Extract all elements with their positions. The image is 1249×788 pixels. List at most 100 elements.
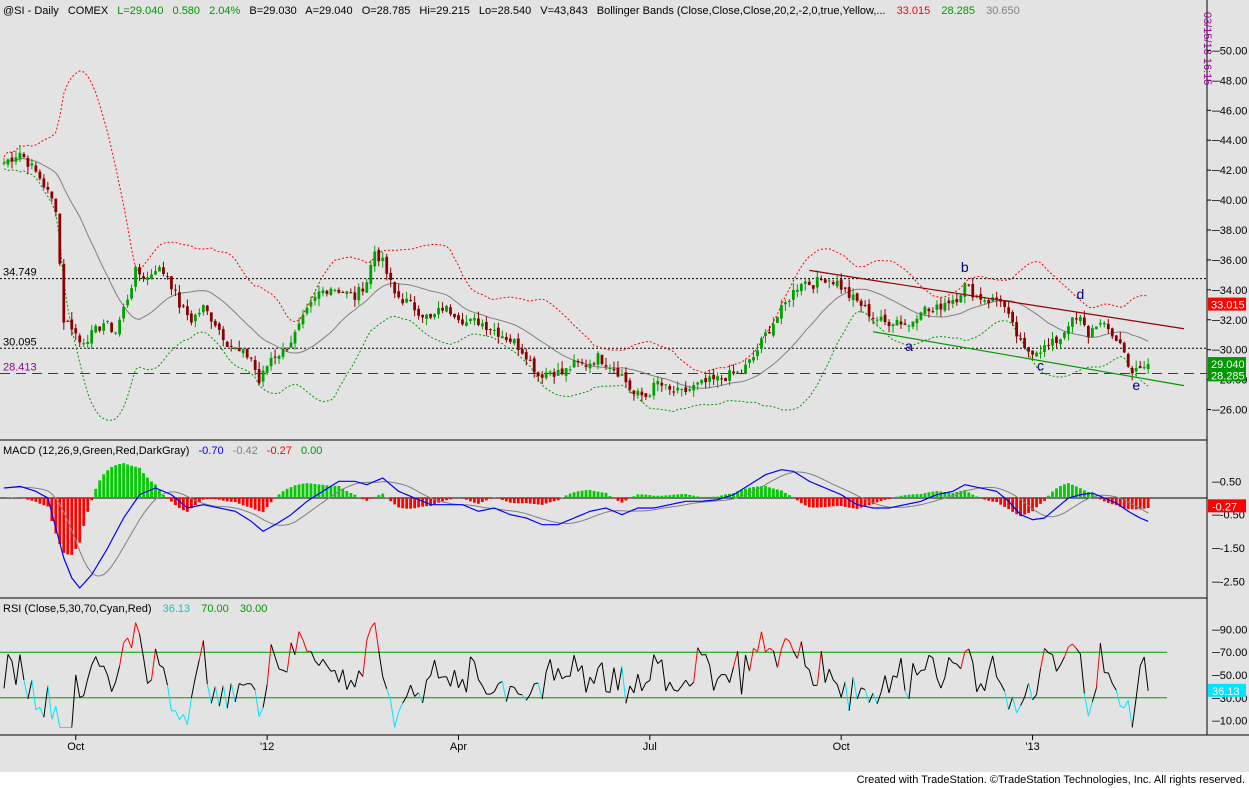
candle-body — [1110, 328, 1114, 337]
rsi-segment — [518, 693, 523, 696]
rsi-segment — [222, 685, 228, 709]
rsi-segment — [87, 664, 93, 680]
candle-body — [851, 294, 855, 301]
candle-body — [365, 282, 369, 293]
rsi-segment — [880, 675, 886, 693]
rsi-segment — [988, 655, 994, 671]
candle-body — [449, 307, 452, 315]
rsi-segment — [868, 692, 874, 703]
trendline-lower — [872, 331, 1185, 387]
price-tick-label: ─32.00 — [1211, 315, 1247, 327]
candle-body — [636, 390, 640, 396]
rsi-segment — [1032, 694, 1037, 701]
rsi-segment — [402, 696, 408, 704]
rsi-segment — [390, 700, 396, 728]
candle-body — [967, 284, 971, 286]
rsi-segment — [1099, 643, 1105, 673]
rsi-segment — [780, 638, 786, 650]
rsi-segment — [832, 679, 838, 685]
rsi-segment — [745, 654, 750, 672]
rsi-segment — [792, 650, 798, 659]
candle-body — [692, 384, 696, 391]
candle-body — [1011, 311, 1015, 323]
candle-body — [500, 336, 504, 339]
rsi-segment — [3, 654, 9, 689]
candle-body — [229, 345, 233, 347]
rsi-segment — [908, 663, 914, 700]
rsi-segment — [685, 679, 691, 687]
header-symbol: @SI - Daily — [3, 5, 59, 17]
date-tick-label: Oct — [833, 741, 850, 753]
candle-body — [225, 341, 229, 347]
candle-body — [245, 348, 249, 358]
candle-body — [504, 336, 508, 341]
candle-body — [556, 369, 560, 376]
candle-body — [437, 307, 440, 315]
candle-body — [540, 374, 544, 378]
candle-body — [313, 296, 317, 301]
rsi-segment — [569, 655, 575, 677]
rsi-segment — [378, 650, 384, 677]
candle-body — [560, 368, 564, 375]
rsi-segment — [665, 681, 671, 692]
candle-body — [277, 355, 281, 359]
macd-tick-label: ─-1.50 — [1211, 543, 1245, 555]
rsi-segment — [27, 680, 33, 700]
header-bb-mid: 30.650 — [986, 5, 1020, 17]
candle-body — [752, 357, 755, 361]
candle-body — [50, 191, 54, 199]
price-tick-label: ─44.00 — [1211, 135, 1247, 147]
candle-body — [716, 376, 720, 381]
rsi-segment — [932, 657, 938, 678]
candle-body — [919, 312, 923, 320]
candle-body — [341, 291, 345, 293]
header-ask: A=29.040 — [305, 5, 352, 17]
candle-body — [1134, 367, 1138, 372]
rsi-segment — [749, 648, 754, 672]
rsi-segment — [633, 673, 639, 693]
rsi-segment — [147, 679, 152, 684]
rsi-segment — [896, 657, 902, 678]
rsi-segment — [1016, 705, 1022, 714]
candle-body — [353, 292, 357, 300]
rsi-segment — [83, 678, 89, 696]
rsi-segment — [629, 685, 635, 694]
candle-body — [1118, 339, 1122, 344]
candle-body — [492, 329, 496, 331]
candle-body — [532, 358, 536, 373]
rsi-segment — [135, 622, 141, 635]
candle-body — [134, 266, 137, 287]
candle-body — [325, 290, 329, 294]
candle-body — [6, 159, 10, 165]
candle-body — [664, 384, 668, 386]
rsi-segment — [131, 622, 137, 649]
candle-body — [26, 157, 30, 167]
candle-body — [907, 325, 911, 327]
header-low: Lo=28.540 — [479, 5, 531, 17]
rsi-segment — [314, 660, 320, 666]
price-tick-label: ─38.00 — [1211, 225, 1247, 237]
wave-label: d — [1077, 286, 1085, 302]
candle-body — [1047, 345, 1050, 347]
rsi-segment — [330, 669, 335, 672]
rsi-segment — [637, 673, 643, 691]
rsi-segment — [537, 682, 543, 700]
candle-body — [297, 323, 301, 330]
rsi-segment — [79, 695, 84, 698]
rsi-segment — [286, 642, 292, 673]
rsi-segment — [226, 683, 232, 709]
rsi-segment — [741, 654, 747, 695]
rsi-segment — [796, 641, 802, 659]
candle-body — [209, 312, 213, 322]
candle-body — [1126, 353, 1130, 367]
candle-body — [568, 369, 572, 371]
rsi-segment — [689, 681, 695, 687]
rsi-segment — [91, 656, 97, 666]
rsi-segment — [278, 668, 284, 671]
candle-body — [409, 300, 413, 302]
rsi-segment — [1139, 656, 1145, 667]
candle-body — [963, 282, 967, 297]
candle-body — [146, 277, 149, 280]
candle-body — [1094, 326, 1098, 330]
candle-body — [82, 343, 86, 345]
